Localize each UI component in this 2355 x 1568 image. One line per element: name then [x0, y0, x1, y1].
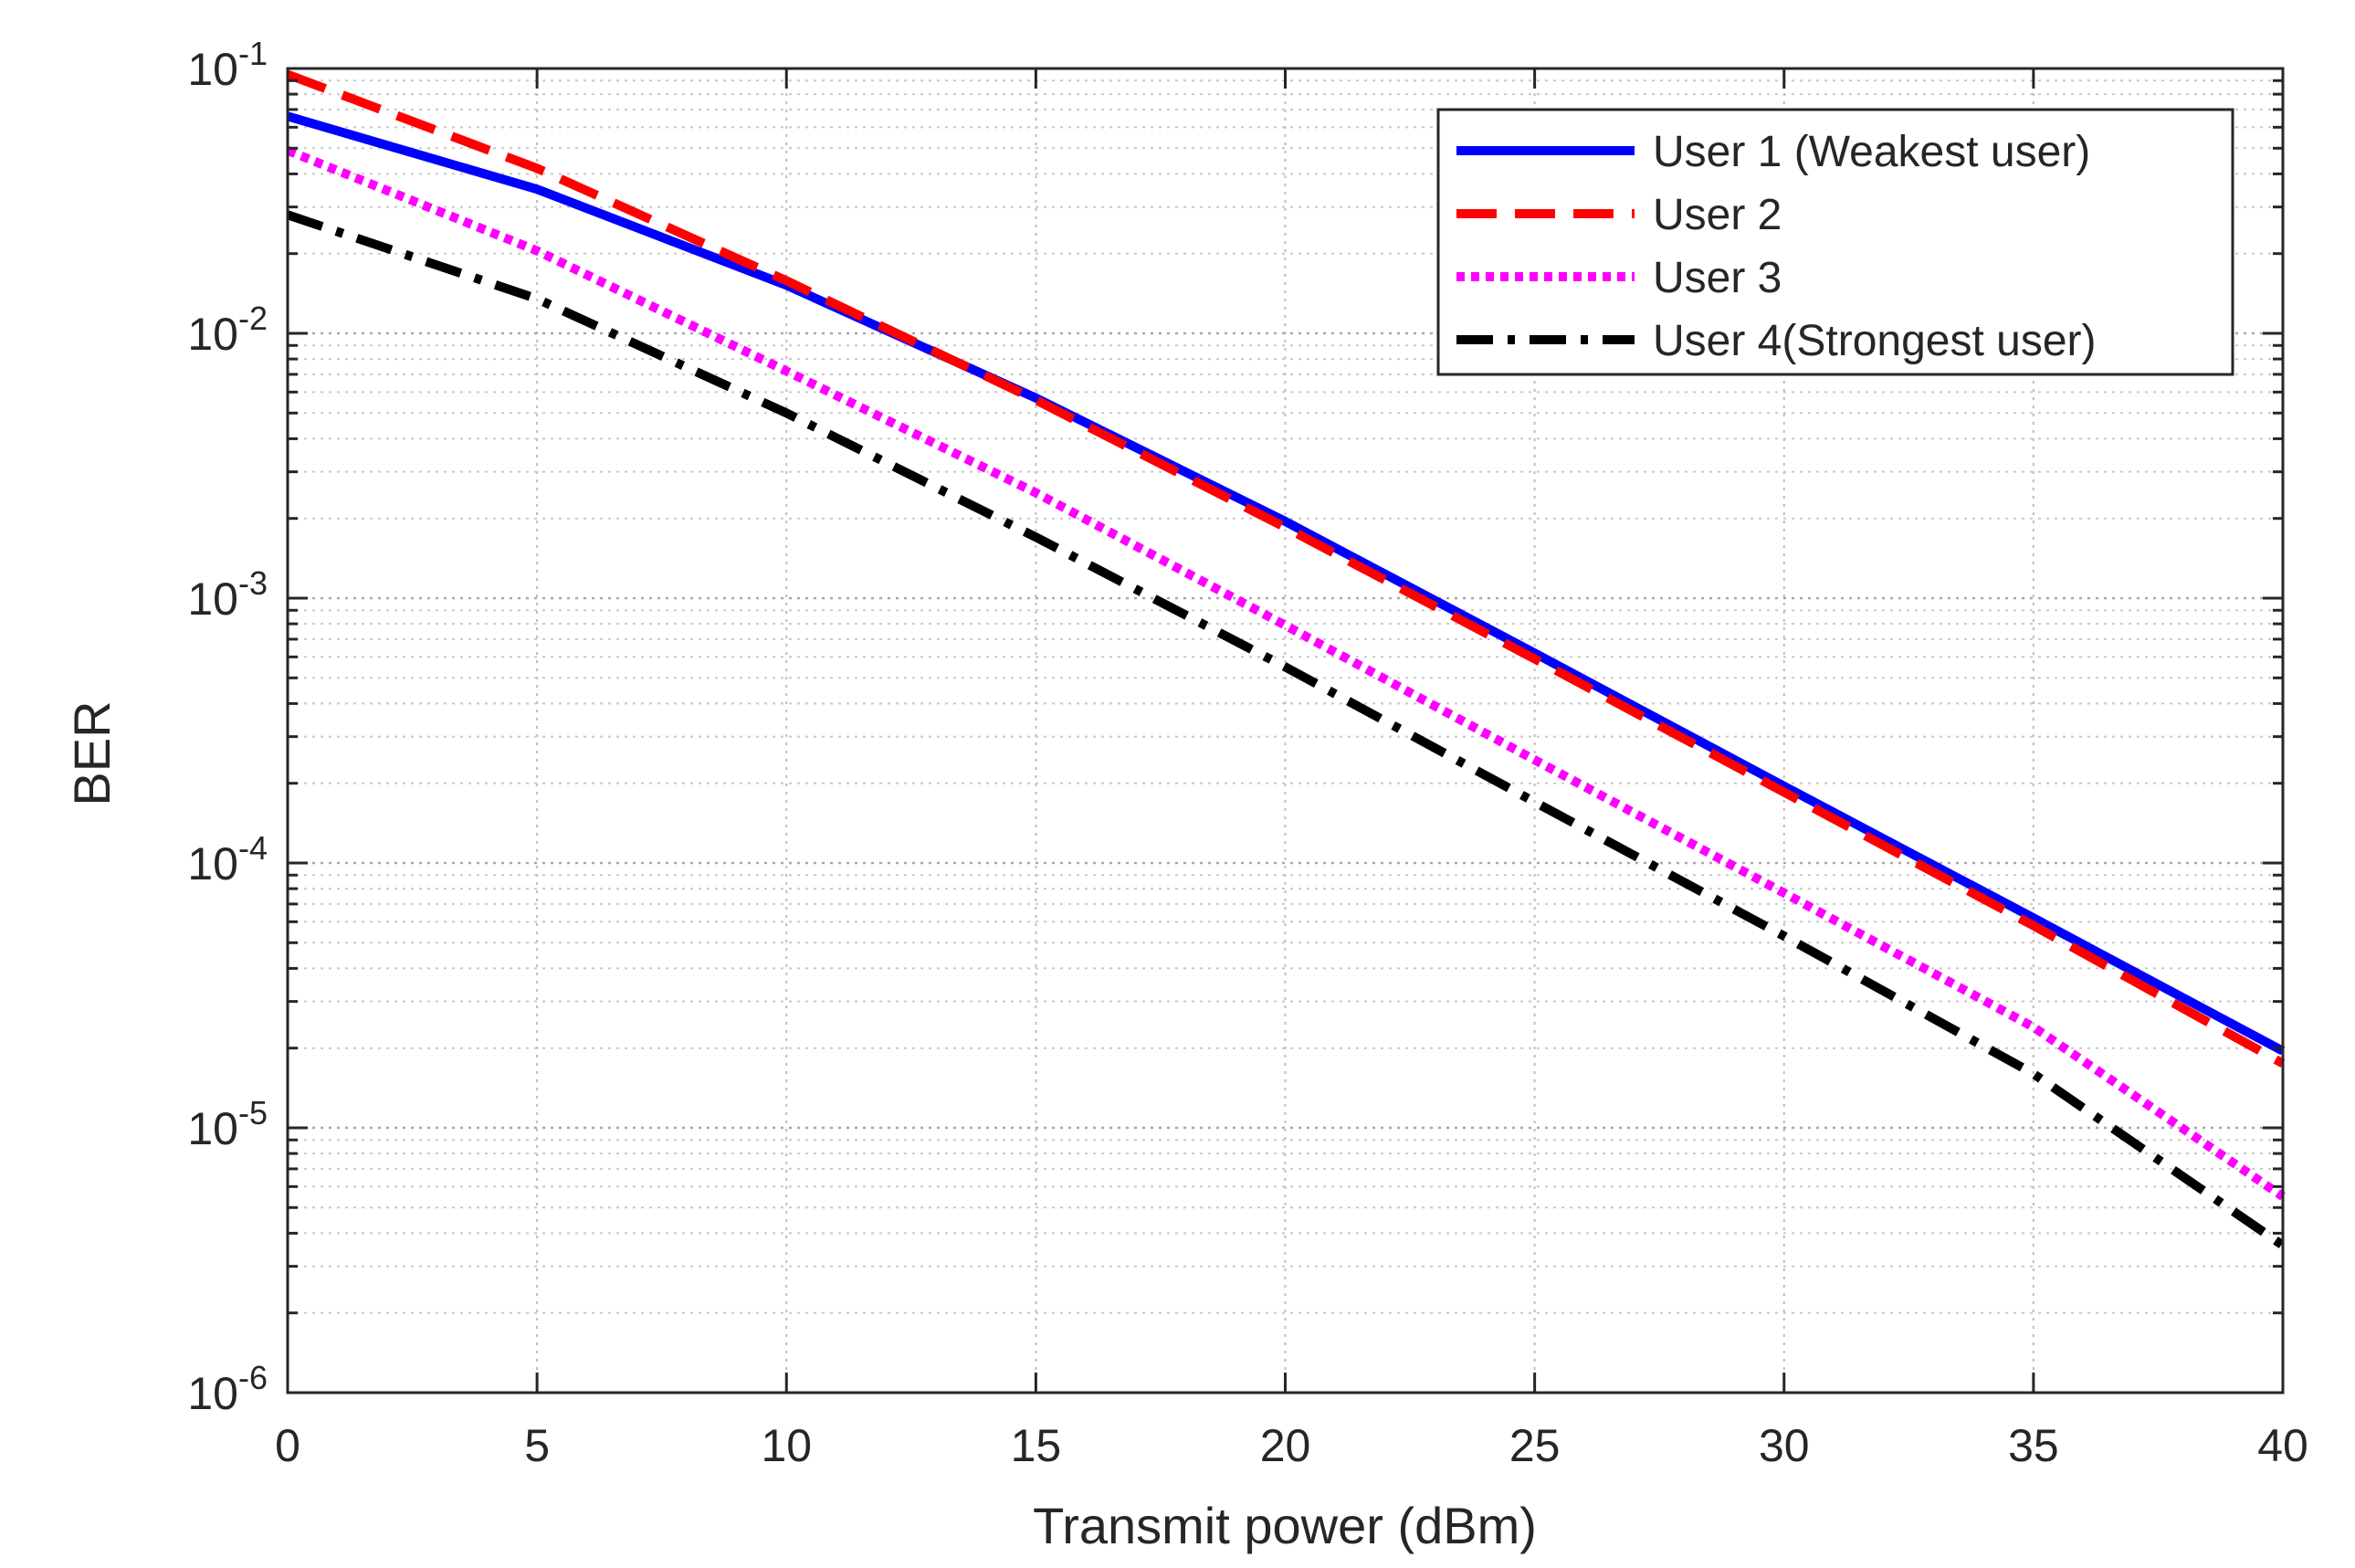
series-line-user-1	[286, 111, 2286, 1056]
x-tick-label: 0	[275, 1420, 300, 1471]
series-layer	[286, 69, 2286, 1249]
x-tick-label: 5	[524, 1420, 550, 1471]
legend-label-user-2: User 2	[1653, 191, 1782, 239]
x-tick-label: 10	[761, 1420, 812, 1471]
series-line-user-4	[286, 210, 2286, 1249]
x-tick-labels: 0 5 10 15 20 25 30 35 40	[275, 1420, 2308, 1471]
legend-label-user-3: User 3	[1653, 254, 1782, 302]
x-tick-label: 35	[2008, 1420, 2059, 1471]
legend: User 1 (Weakest user) User 2 User 3 User 4(…	[1436, 108, 2234, 376]
x-tick-label: 40	[2257, 1420, 2308, 1471]
y-tick-label: 10-5	[187, 1094, 268, 1154]
y-tick-labels: 10-6 10-5 10-4 10-3 10-2 10-1	[187, 35, 268, 1419]
x-tick-label: 15	[1011, 1420, 1062, 1471]
series-line-user-3	[286, 146, 2286, 1201]
legend-label-user-1: User 1 (Weakest user)	[1653, 128, 2090, 176]
x-tick-label: 30	[1759, 1420, 1810, 1471]
legend-label-user-4: User 4(Strongest user)	[1653, 317, 2097, 365]
y-tick-label: 10-4	[187, 829, 268, 889]
y-tick-label: 10-2	[187, 300, 268, 360]
y-tick-label: 10-1	[187, 35, 268, 95]
x-tick-label: 25	[1509, 1420, 1561, 1471]
y-tick-label: 10-6	[187, 1359, 268, 1419]
x-axis-label: Transmit power (dBm)	[1033, 1497, 1537, 1554]
series-line-user-2	[286, 69, 2286, 1068]
y-tick-label: 10-3	[187, 564, 268, 625]
y-axis-label: BER	[63, 700, 121, 805]
x-tick-label: 20	[1260, 1420, 1311, 1471]
ticks	[286, 68, 2285, 1394]
